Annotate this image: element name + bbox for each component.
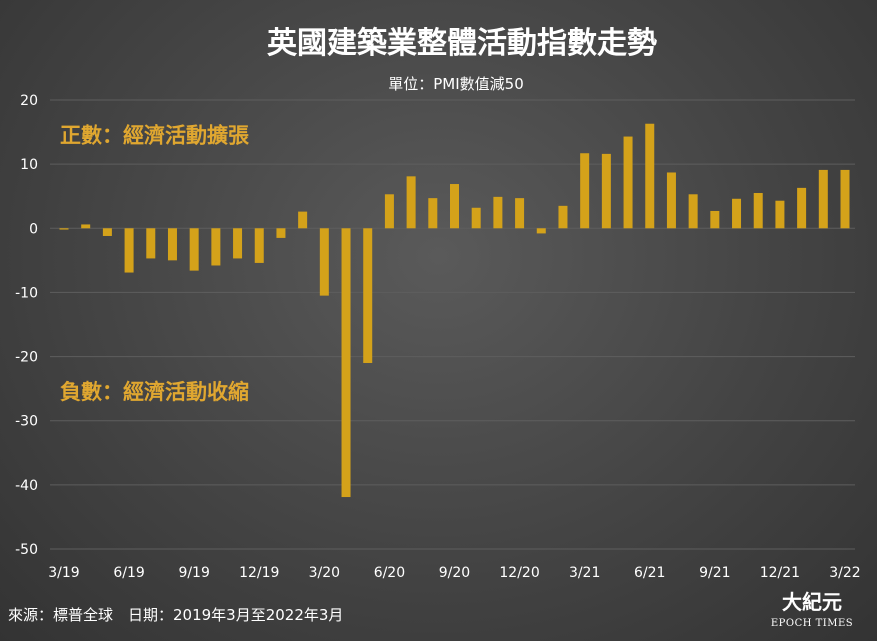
bar-2021-06 [645,123,655,229]
bar-2021-04 [601,153,611,229]
x-tick-label: 9/19 [178,565,209,581]
y-tick-label: -50 [15,542,38,558]
x-axis-ticks: 3/19 6/19 9/19 12/19 3/20 6/20 9/20 12/20 3/21 6/… [48,565,860,581]
y-tick-label: 20 [20,93,38,109]
y-tick-label: -30 [15,414,38,430]
bar-2021-03 [580,153,590,229]
x-tick-label: 3/19 [48,565,79,581]
bar-2020-04 [341,228,351,498]
annotation-label: 負數：經濟活動收縮 [60,380,249,404]
logo-chinese: 大紀元 [782,590,842,614]
bar-2019-05 [102,228,112,236]
y-tick-label: -10 [15,285,38,301]
bar-2020-12 [515,198,525,229]
bar-series [59,123,850,498]
x-tick-label: 6/19 [113,565,144,581]
y-tick-label: -40 [15,478,38,494]
bar-2021-02 [558,205,568,229]
x-tick-label: 9/20 [439,565,470,581]
x-tick-label: 3/20 [309,565,340,581]
annotation-label: 正數：經濟活動擴張 [60,123,250,147]
y-tick-label: 10 [20,157,38,173]
bar-2022-01 [797,187,807,229]
bar-2020-02 [298,211,308,229]
bar-2019-11 [233,228,243,259]
bar-2020-05 [363,228,373,363]
chart-subtitle: 單位：PMI數值減50 [388,75,524,93]
bar-2022-02 [818,169,828,229]
bar-2022-03 [840,169,850,229]
grid-lines [50,99,855,550]
source-note: 來源：標普全球 日期：2019年3月至2022年3月 [8,606,343,624]
bar-2020-01 [276,228,286,238]
y-tick-label: 0 [29,221,38,237]
x-tick-label: 6/20 [374,565,405,581]
bar-2021-10 [732,198,742,229]
bar-2021-01 [536,228,546,234]
bar-2020-07 [406,176,416,229]
x-tick-label: 3/22 [829,565,860,581]
bar-2019-09 [189,228,199,271]
bar-2021-09 [710,210,720,229]
chart-title: 英國建築業整體活動指數走勢 [267,26,657,61]
epoch-times-logo: 大紀元 EPOCH TIMES [771,590,853,629]
x-tick-label: 12/20 [499,565,539,581]
bar-2021-08 [688,194,698,229]
y-tick-label: -20 [15,350,38,366]
bar-2020-10 [471,207,481,229]
bar-2021-11 [753,193,763,229]
bar-2020-08 [428,198,438,229]
bar-2021-12 [775,200,785,229]
bar-2019-10 [211,228,221,266]
x-tick-label: 6/21 [634,565,665,581]
bar-2019-08 [167,228,177,261]
bar-2019-06 [124,228,134,273]
x-tick-label: 12/19 [239,565,279,581]
bar-2019-03 [59,228,69,230]
x-tick-label: 3/21 [569,565,600,581]
bar-2019-04 [81,224,91,229]
bar-2019-12 [254,228,264,263]
bar-2019-07 [146,228,156,259]
bar-2020-06 [384,194,394,229]
logo-english: EPOCH TIMES [771,618,853,629]
bar-2021-07 [666,172,676,229]
x-tick-label: 9/21 [699,565,730,581]
y-axis-ticks: 20 10 0 -10 -20 -30 -40 -50 [15,93,38,558]
x-tick-label: 12/21 [760,565,800,581]
bar-2020-11 [493,196,503,229]
bar-2021-05 [623,136,633,229]
bar-2020-09 [450,184,459,229]
bar-2020-03 [319,228,329,296]
